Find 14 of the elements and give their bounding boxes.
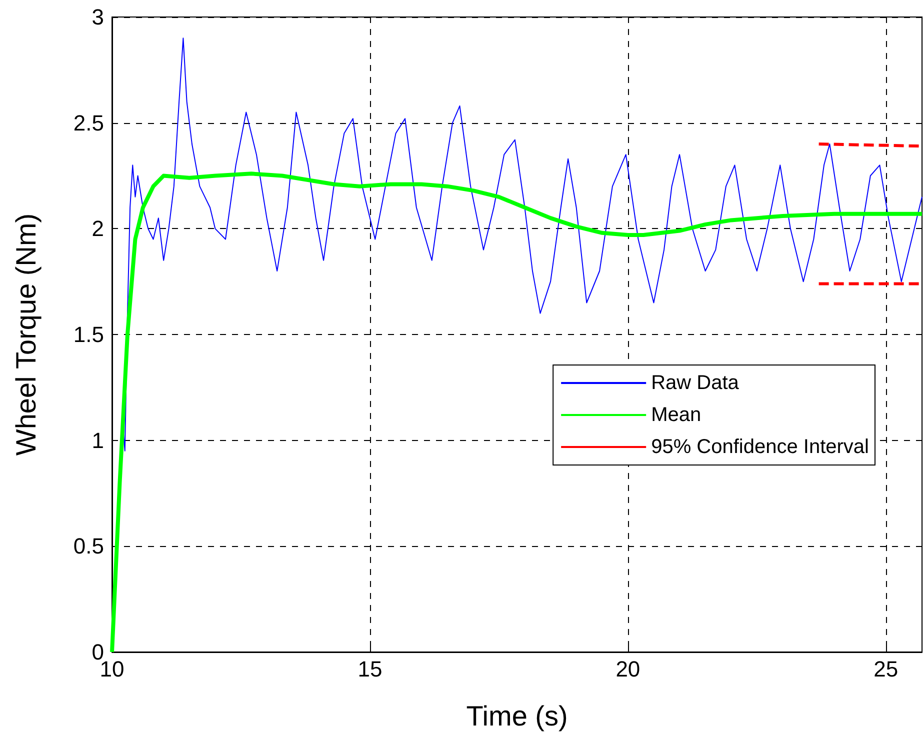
y-tick-label: 1.5 — [73, 322, 104, 347]
y-tick-label: 3 — [92, 4, 104, 30]
y-axis-title: Wheel Torque (Nm) — [10, 213, 42, 456]
legend-label: Raw Data — [651, 372, 740, 394]
y-tick-label: 2 — [92, 216, 104, 242]
legend-label: 95% Confidence Interval — [651, 436, 870, 458]
x-tick-label: 15 — [358, 656, 382, 682]
x-tick-label: 25 — [874, 656, 898, 682]
legend-label: Mean — [651, 404, 702, 426]
x-axis-title: Time (s) — [466, 700, 568, 732]
y-tick-label: 0.5 — [73, 534, 104, 559]
y-tick-label: 1 — [92, 428, 104, 453]
y-tick-label: 2.5 — [73, 110, 104, 136]
x-tick-label: 20 — [616, 656, 640, 682]
